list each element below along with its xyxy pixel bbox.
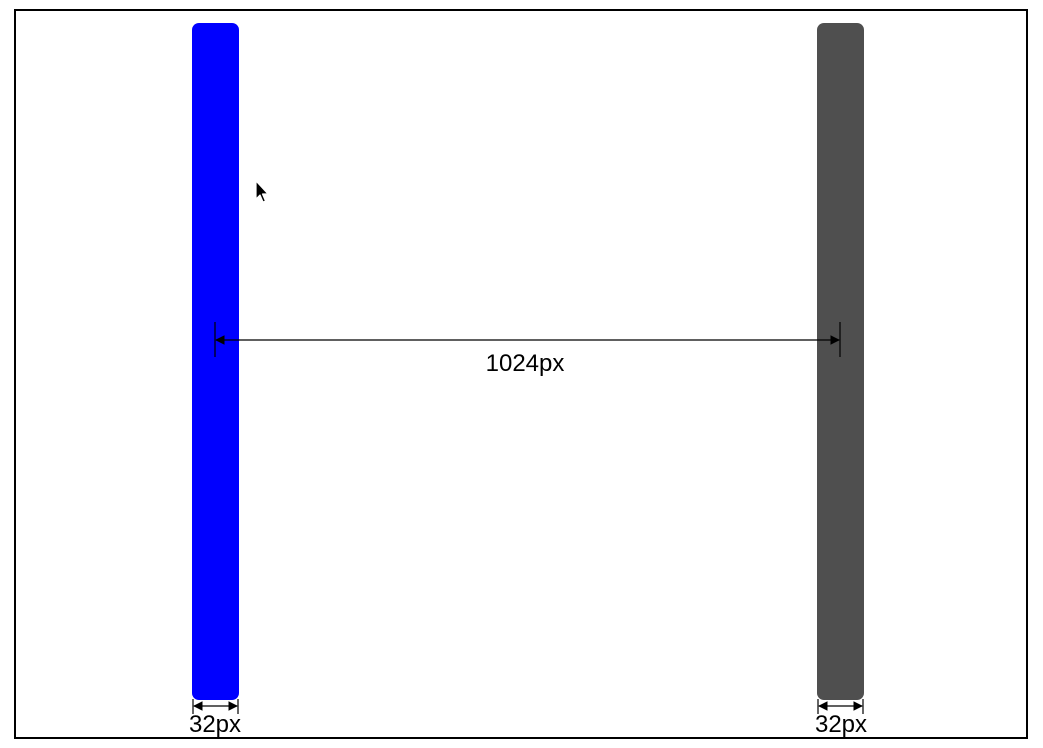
right-bar bbox=[817, 23, 864, 700]
right-bar-width-label: 32px bbox=[814, 711, 868, 738]
left-bar bbox=[192, 23, 239, 700]
mouse-pointer-icon bbox=[255, 180, 269, 203]
gap-dimension-label: 1024px bbox=[485, 350, 565, 377]
left-bar-width-label: 32px bbox=[188, 711, 242, 738]
